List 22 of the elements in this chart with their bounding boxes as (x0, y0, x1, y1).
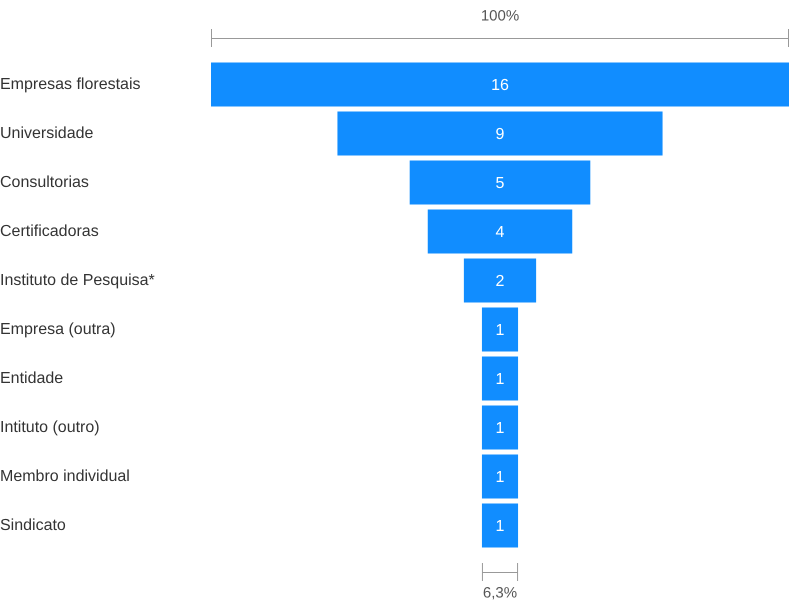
category-label: Membro individual (0, 468, 130, 485)
data-label: 9 (496, 126, 505, 143)
data-label: 1 (496, 322, 505, 339)
data-label: 16 (491, 76, 509, 94)
category-label: Consultorias (0, 174, 89, 191)
category-label: Instituto de Pesquisa* (0, 272, 155, 289)
category-label: Empresas florestais (0, 76, 140, 93)
category-label: Intituto (outro) (0, 418, 100, 436)
text: 6,3% (482, 584, 518, 602)
data-label: 2 (496, 272, 505, 290)
data-label: 4 (496, 224, 505, 241)
data-label: 5 (496, 174, 505, 192)
data-label: 1 (496, 420, 505, 437)
category-label: Universidade (0, 124, 94, 142)
category-label: Entidade (0, 370, 64, 387)
data-label: 1 (496, 518, 505, 535)
category-label: Certificadoras (0, 222, 99, 240)
data-label: 1 (496, 468, 505, 486)
text: 100% (480, 8, 520, 25)
data-label: 1 (496, 370, 505, 388)
category-label: Empresa (outra) (0, 320, 116, 338)
category-label: Sindicato (0, 516, 66, 534)
